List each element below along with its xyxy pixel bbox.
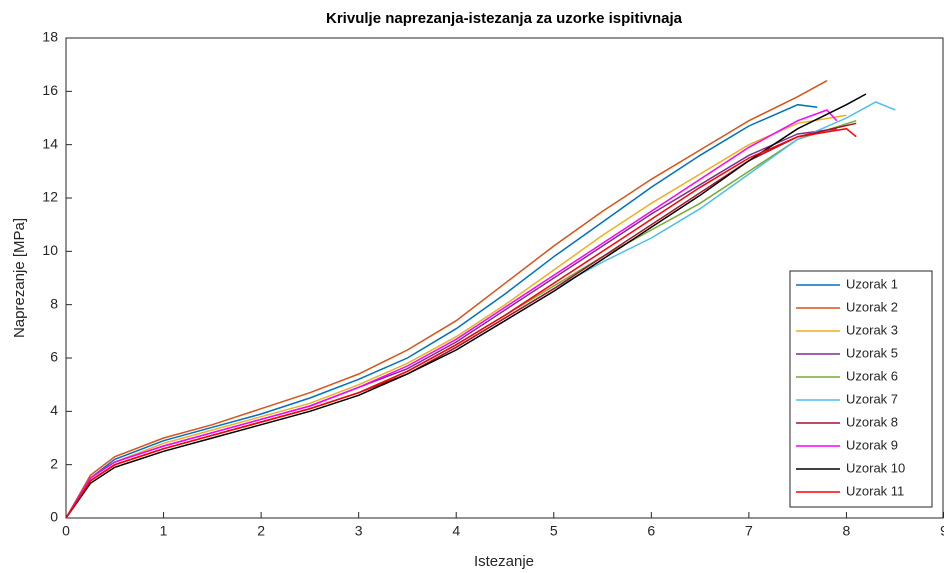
y-tick-label: 12	[42, 189, 58, 205]
x-tick-label: 1	[160, 523, 168, 539]
legend-box	[789, 270, 933, 508]
y-tick-label: 0	[50, 509, 58, 525]
y-tick-label: 14	[42, 135, 58, 151]
legend-label: Uzorak 10	[846, 460, 905, 475]
legend-label: Uzorak 8	[846, 414, 898, 429]
series-line	[65, 109, 838, 519]
legend-label: Uzorak 3	[846, 322, 898, 337]
series-line	[65, 80, 828, 519]
y-axis-label: Naprezanje [MPa]	[11, 218, 28, 338]
chart-title: Krivulje naprezanja-istezanja za uzorke …	[326, 10, 683, 27]
legend-label: Uzorak 1	[846, 276, 898, 291]
y-tick-label: 6	[50, 349, 58, 365]
series-line	[65, 93, 867, 519]
x-tick-label: 9	[940, 523, 944, 539]
x-tick-label: 3	[355, 523, 363, 539]
legend-label: Uzorak 11	[846, 483, 904, 498]
legend-label: Uzorak 2	[846, 299, 898, 314]
y-tick-label: 4	[50, 402, 58, 418]
legend-label: Uzorak 7	[846, 391, 898, 406]
x-tick-label: 5	[550, 523, 558, 539]
y-tick-label: 10	[42, 242, 58, 258]
x-tick-label: 4	[452, 523, 460, 539]
x-axis-label: Istezanje	[474, 553, 534, 570]
y-tick-label: 16	[42, 82, 58, 98]
series-line	[65, 103, 818, 519]
x-tick-label: 2	[257, 523, 265, 539]
x-tick-label: 6	[647, 523, 655, 539]
legend-label: Uzorak 5	[846, 345, 898, 360]
series-line	[65, 127, 857, 519]
y-tick-label: 2	[50, 455, 58, 471]
y-tick-label: 8	[50, 295, 58, 311]
x-tick-label: 7	[745, 523, 753, 539]
y-tick-label: 18	[42, 29, 58, 45]
legend-label: Uzorak 9	[846, 437, 898, 452]
x-tick-label: 8	[843, 523, 851, 539]
series-line	[65, 114, 847, 519]
legend-label: Uzorak 6	[846, 368, 898, 383]
x-tick-label: 0	[62, 523, 70, 539]
